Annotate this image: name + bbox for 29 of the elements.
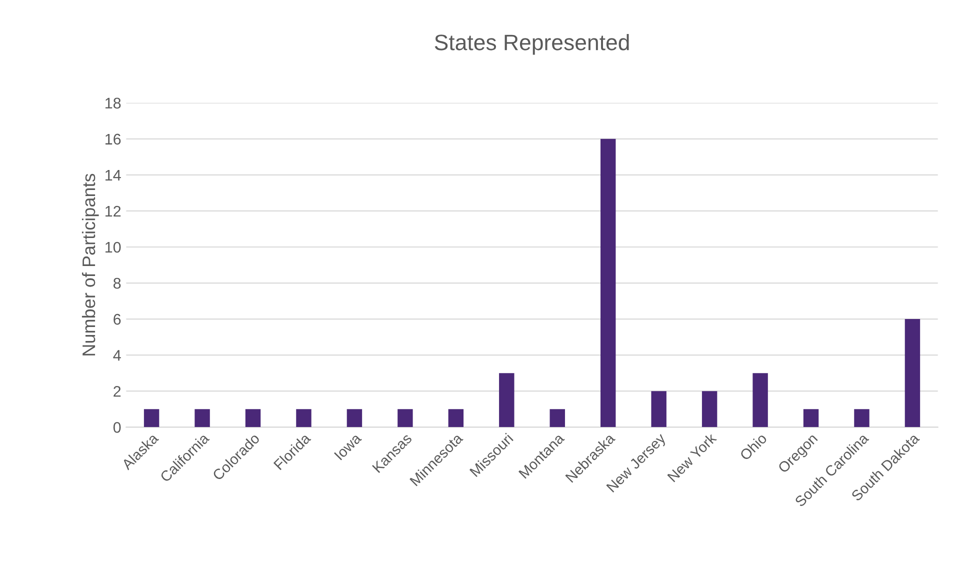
y-tick-label: 4: [113, 350, 121, 361]
bar: [448, 409, 464, 428]
y-tick-label: 10: [106, 242, 121, 253]
bar: [600, 138, 616, 428]
bar: [144, 409, 160, 428]
y-axis-title: Number of Participants: [82, 174, 99, 356]
bar: [904, 319, 920, 428]
bar: [854, 409, 870, 428]
bar: [499, 373, 514, 428]
y-tick-label: 14: [106, 170, 121, 180]
bar: [346, 409, 362, 428]
y-tick-label: 16: [106, 134, 121, 145]
y-tick-label: 12: [106, 206, 121, 217]
y-tick-label: 18: [106, 98, 121, 109]
bar: [752, 373, 768, 428]
y-tick-label: 8: [114, 278, 121, 289]
bar: [194, 409, 210, 428]
bar: [296, 409, 312, 428]
y-tick-label: 2: [114, 386, 121, 397]
bar: [651, 391, 666, 428]
x-tick-label: Ohio: [738, 432, 768, 461]
bar: [803, 409, 819, 428]
chart-title: States Represented: [434, 34, 629, 55]
bar: [245, 409, 261, 428]
bar: [702, 391, 718, 428]
bar: [550, 409, 565, 428]
y-tick-label: 6: [114, 314, 121, 325]
bar: [398, 409, 413, 428]
y-tick-label: 0: [113, 422, 121, 433]
